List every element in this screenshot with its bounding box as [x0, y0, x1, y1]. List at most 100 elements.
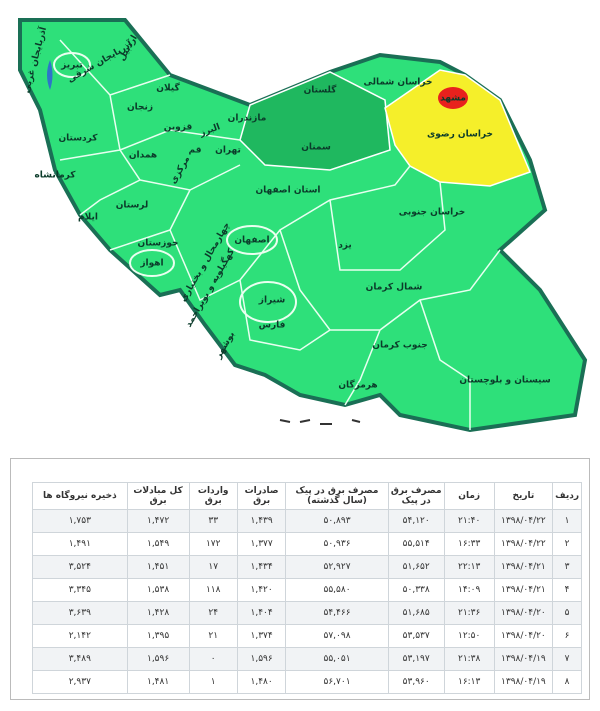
- table-body: ۱ ۱۳۹۸/۰۴/۲۲ ۲۱:۴۰ ۵۴,۱۲۰ ۵۰,۸۹۳ ۱,۴۳۹ ۳۳ ۱,۴۷۲…: [32, 509, 582, 694]
- table-cell: ۱,۴۸۰: [236, 670, 287, 694]
- country-shape: [18, 18, 588, 433]
- table-row: ۴ ۱۳۹۸/۰۴/۲۱ ۱۴:۰۹ ۵۰,۳۳۸ ۵۵,۵۸۰ ۱,۴۲۰ ۱۱۸ ۱,۵۳…: [32, 578, 582, 602]
- table-cell: ۵۰,۳۳۸: [387, 578, 445, 602]
- table-cell: ۱۲:۵۰: [443, 624, 495, 648]
- table-cell: ۱,۵۳۸: [126, 578, 190, 602]
- table-row: ۸ ۱۳۹۸/۰۴/۱۹ ۱۶:۱۳ ۵۳,۹۶۰ ۵۶,۷۰۱ ۱,۴۸۰ ۱ ۱,۴۸۱ ۲…: [32, 670, 582, 694]
- table-cell: ۵۱,۶۵۲: [387, 555, 445, 579]
- table-cell: ۱,۴۳۴: [236, 555, 287, 579]
- table-cell: ۱۳۹۸/۰۴/۲۲: [493, 532, 554, 556]
- region-label: استان اصفهان: [255, 186, 320, 196]
- region-label: جنوب کرمان: [372, 341, 427, 351]
- region-label: مشهد: [440, 94, 466, 104]
- region-label: اهواز: [139, 259, 163, 269]
- region-label: یزد: [338, 241, 352, 251]
- lake: [47, 60, 53, 90]
- table-cell: ۱: [188, 670, 238, 694]
- header-cell: تاریخ: [493, 482, 554, 510]
- table-cell: ۱۳۹۸/۰۴/۲۲: [493, 509, 554, 533]
- region-label: زنجان: [127, 103, 153, 113]
- region-label: لرستان: [116, 201, 149, 211]
- city-circles: [53, 52, 297, 323]
- table-cell: ۱,۴۸۱: [126, 670, 190, 694]
- table-cell: ۲,۱۴۲: [32, 624, 128, 648]
- table-cell: ۱,۵۹۶: [126, 647, 190, 671]
- table-cell: ۱۷: [188, 555, 238, 579]
- region-label: قم: [189, 146, 202, 156]
- table-cell: ۵۱,۶۸۵: [387, 601, 445, 625]
- table-cell: ۸: [552, 670, 582, 694]
- region-label: تهران: [215, 146, 241, 156]
- table-cell: ۱,۳۹۵: [126, 624, 190, 648]
- table-cell: ۳,۴۸۹: [32, 647, 128, 671]
- table-cell: ۱۳۹۸/۰۴/۲۱: [493, 578, 554, 602]
- table-cell: ۵۵,۰۵۱: [285, 647, 389, 671]
- table-cell: ۱,۴۰۴: [236, 601, 287, 625]
- region-label: کردستان: [58, 134, 98, 144]
- table-cell: ۱,۴۳۹: [236, 509, 287, 533]
- header-cell: ذخیره نیروگاه ها: [32, 482, 128, 510]
- table-cell: ۶: [552, 624, 582, 648]
- region-label: مازندران: [228, 114, 267, 124]
- table-frame: [10, 458, 590, 700]
- data-table: ردیف تاریخ زمان مصرف برق در پیک مصرف برق در …: [32, 482, 582, 694]
- table-cell: ۱۶:۱۳: [443, 670, 495, 694]
- header-row: ردیف تاریخ زمان مصرف برق در پیک مصرف برق در …: [32, 482, 582, 510]
- table-row: ۲ ۱۳۹۸/۰۴/۲۲ ۱۶:۳۳ ۵۵,۵۱۴ ۵۰,۹۳۶ ۱,۳۷۷ ۱۷۲ ۱,۵۴…: [32, 532, 582, 556]
- table-cell: ۵۴,۴۶۶: [285, 601, 389, 625]
- header-cell: ردیف: [552, 482, 582, 510]
- region-label: شیراز: [258, 296, 286, 306]
- table-cell: ۱,۵۹۶: [236, 647, 287, 671]
- table-cell: ۵۲,۹۲۷: [285, 555, 389, 579]
- region-label: خراسان جنوبی: [399, 208, 466, 218]
- header-cell: صادرات برق: [236, 482, 287, 510]
- table-cell: ۱,۴۹۱: [32, 532, 128, 556]
- table-cell: ۵۴,۱۲۰: [387, 509, 445, 533]
- table-cell: ۳,۶۳۹: [32, 601, 128, 625]
- table-row: ۳ ۱۳۹۸/۰۴/۲۱ ۲۲:۱۳ ۵۱,۶۵۲ ۵۲,۹۲۷ ۱,۴۳۴ ۱۷ ۱,۴۵۱…: [32, 555, 582, 579]
- table-cell: ۱۳۹۸/۰۴/۱۹: [493, 670, 554, 694]
- islands: [279, 419, 361, 425]
- table-cell: ۵۰,۸۹۳: [285, 509, 389, 533]
- table-cell: ۲۱:۳۸: [443, 647, 495, 671]
- region-label: شمال کرمان: [366, 283, 423, 293]
- table-cell: ۵۶,۷۰۱: [285, 670, 389, 694]
- table-cell: ۴: [552, 578, 582, 602]
- table-cell: ۱,۴۲۰: [236, 578, 287, 602]
- table-cell: ۱,۵۴۹: [126, 532, 190, 556]
- table-cell: ۰: [188, 647, 238, 671]
- table-cell: ۱۳۹۸/۰۴/۱۹: [493, 647, 554, 671]
- highlight-province: [384, 69, 531, 187]
- city-dot: [438, 87, 468, 109]
- table-row: ۷ ۱۳۹۸/۰۴/۱۹ ۲۱:۳۸ ۵۳,۱۹۷ ۵۵,۰۵۱ ۱,۵۹۶ ۰ ۱,۵۹۶ ۳…: [32, 647, 582, 671]
- header-cell: مصرف برق در پیک: [387, 482, 445, 510]
- table-cell: ۵۵,۵۱۴: [387, 532, 445, 556]
- header-cell: کل مبادلات برق: [126, 482, 190, 510]
- region-label: خوزستان: [138, 239, 179, 249]
- table-cell: ۵۳,۱۹۷: [387, 647, 445, 671]
- table-cell: ۵۰,۹۳۶: [285, 532, 389, 556]
- region-label: سمنان: [301, 143, 331, 153]
- region-label: ایلام: [78, 213, 98, 223]
- region-label: فارس: [259, 321, 286, 331]
- region-label: خراسان رضوی: [427, 130, 493, 140]
- region-label: گیلان: [156, 82, 180, 94]
- table-cell: ۲۲:۱۳: [443, 555, 495, 579]
- table-cell: ۵: [552, 601, 582, 625]
- table-cell: ۲۱: [188, 624, 238, 648]
- province-borders: [59, 39, 501, 430]
- table-cell: ۱,۷۵۳: [32, 509, 128, 533]
- caspian-coast-province: [239, 71, 391, 171]
- region-label: اصفهان: [234, 236, 269, 246]
- region-label: قزوین: [164, 123, 193, 133]
- table-cell: ۱,۴۲۸: [126, 601, 190, 625]
- table-cell: ۵۳,۵۳۷: [387, 624, 445, 648]
- table-row: ۱ ۱۳۹۸/۰۴/۲۲ ۲۱:۴۰ ۵۴,۱۲۰ ۵۰,۸۹۳ ۱,۴۳۹ ۳۳ ۱,۴۷۲…: [32, 509, 582, 533]
- table-row: ۵ ۱۳۹۸/۰۴/۲۰ ۲۱:۳۶ ۵۱,۶۸۵ ۵۴,۴۶۶ ۱,۴۰۴ ۲۴ ۱,۴۲۸…: [32, 601, 582, 625]
- table-cell: ۱,۳۷۴: [236, 624, 287, 648]
- table-cell: ۱۷۲: [188, 532, 238, 556]
- table-cell: ۱: [552, 509, 582, 533]
- table-cell: ۵۵,۵۸۰: [285, 578, 389, 602]
